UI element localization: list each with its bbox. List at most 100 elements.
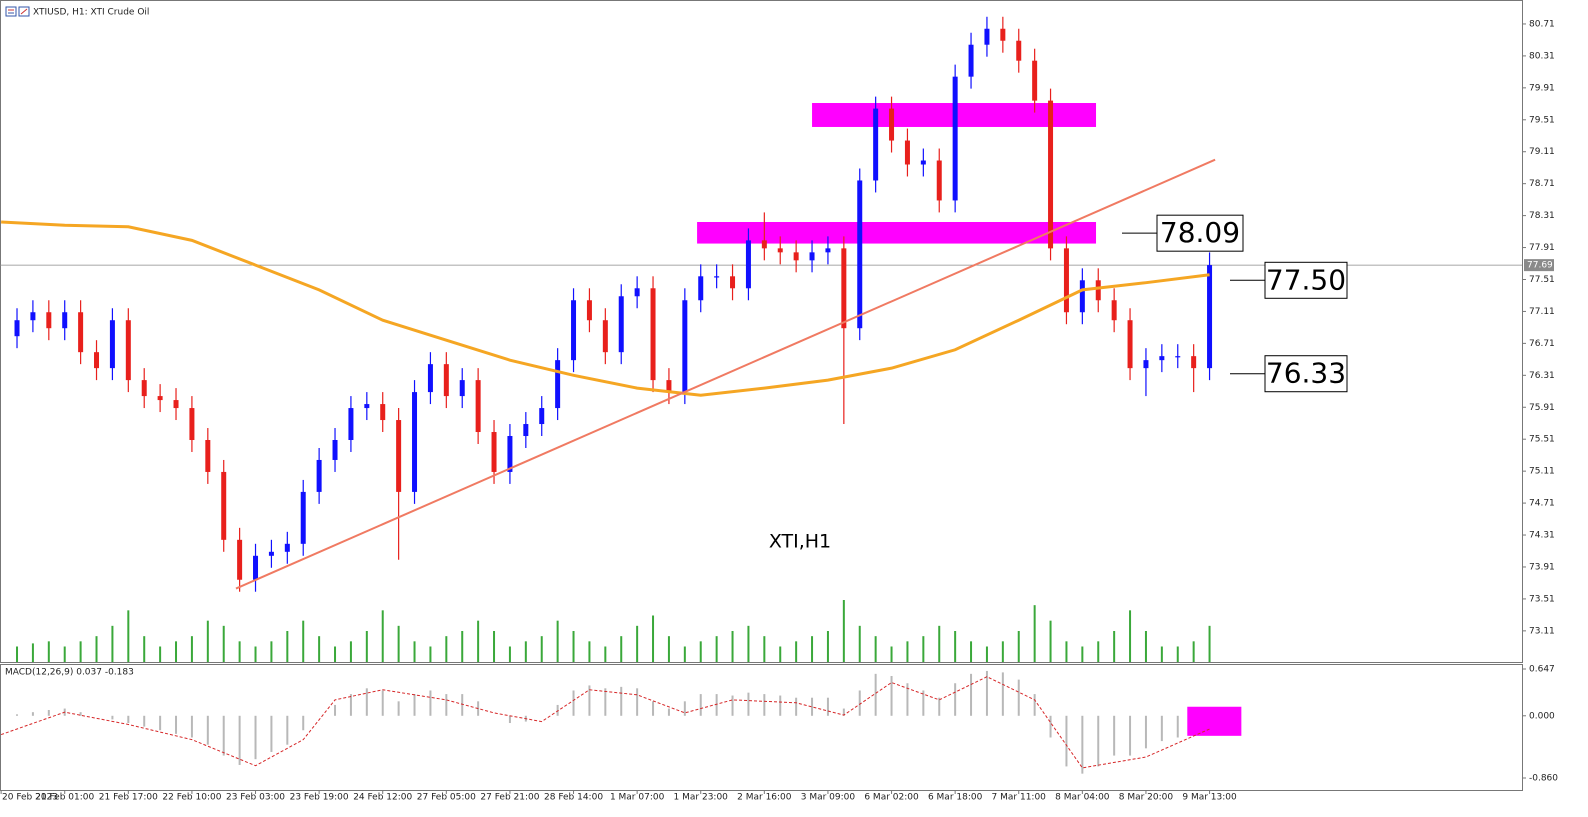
candle-body	[237, 539, 243, 580]
candle-body	[253, 555, 259, 580]
y-tick-label: 76.31	[1529, 371, 1555, 381]
signal-line	[0, 676, 1210, 769]
current-price-label: 77.69	[1527, 261, 1553, 271]
volume-bar	[970, 641, 973, 662]
volume-bar	[826, 631, 829, 662]
candle-body	[809, 252, 815, 261]
volume-bar	[1033, 605, 1036, 662]
price-level-box	[1264, 355, 1348, 393]
volume-bar	[715, 636, 718, 662]
y-tick-label: 73.51	[1529, 594, 1555, 604]
candle-body	[109, 320, 115, 369]
volume-bar	[79, 641, 82, 662]
trend-line	[235, 158, 1216, 590]
volume-bar	[556, 620, 559, 662]
volume-bar	[524, 641, 527, 662]
volume-bar	[413, 641, 416, 662]
y-tick-label: 75.91	[1529, 403, 1555, 413]
y-tick-label: 74.71	[1529, 499, 1555, 509]
volume-bar	[811, 636, 814, 662]
volume-bar	[302, 620, 305, 662]
volume-bar	[318, 636, 321, 662]
volume-bar	[254, 646, 257, 662]
volume-bar	[890, 646, 893, 662]
candle-body	[157, 396, 163, 401]
x-tick-label: 3 Mar 09:00	[801, 793, 856, 803]
candle-body	[46, 312, 52, 329]
candle-body	[284, 543, 290, 552]
volume-bar	[1017, 631, 1020, 662]
volume-bar	[1129, 610, 1132, 662]
volume-bar	[699, 641, 702, 662]
volume-bar	[31, 643, 34, 662]
volume-bar	[1001, 641, 1004, 662]
candle-body	[666, 380, 672, 393]
volume-bar	[286, 631, 289, 662]
candle-body	[62, 312, 68, 329]
candle-body	[968, 44, 974, 77]
candle-body	[30, 312, 36, 321]
candle-body	[189, 408, 195, 441]
volume-bar	[954, 631, 957, 662]
candle-body	[745, 240, 751, 289]
volume-bar	[429, 646, 432, 662]
candle-body	[650, 288, 656, 381]
x-tick-label: 8 Mar 20:00	[1119, 793, 1174, 803]
candle-body	[1095, 280, 1101, 301]
volume-bar	[143, 636, 146, 662]
x-tick-label: 6 Mar 02:00	[864, 793, 919, 803]
volume-bar	[159, 646, 162, 662]
y-tick-label: 79.91	[1529, 83, 1555, 93]
candle-body	[841, 248, 847, 329]
volume-bar	[906, 641, 909, 662]
y-tick-label: 79.51	[1529, 115, 1555, 125]
candle-body	[920, 160, 926, 165]
candle-body	[793, 252, 799, 261]
y-tick-label: 73.91	[1529, 562, 1555, 572]
volume-bar	[206, 620, 209, 662]
moving-average	[1, 220, 1210, 397]
volume-bar	[222, 625, 225, 662]
x-tick-label: 8 Mar 04:00	[1055, 793, 1110, 803]
volume-bar	[858, 625, 861, 662]
candle-body	[1079, 280, 1085, 313]
candle-body	[1175, 356, 1181, 358]
volume-bar	[652, 615, 655, 662]
candle-body	[1159, 356, 1165, 361]
volume-bar	[270, 641, 273, 662]
volume-bar	[1049, 620, 1052, 662]
x-tick-label: 20 Feb 2023	[2, 793, 58, 803]
candle-body	[1032, 60, 1038, 101]
x-tick-label: 28 Feb 14:00	[544, 793, 603, 803]
candle-body	[14, 320, 20, 337]
volume-bar	[604, 646, 607, 662]
volume-bar	[190, 636, 193, 662]
volume-bar	[922, 636, 925, 662]
candle-body	[1048, 100, 1054, 249]
candle-body	[94, 352, 100, 369]
volume-bar	[779, 646, 782, 662]
volume-bar	[397, 625, 400, 662]
x-tick-label: 27 Feb 05:00	[417, 793, 476, 803]
candle-body	[904, 140, 910, 165]
candle-body	[618, 296, 624, 353]
y-tick-label: 75.51	[1529, 435, 1555, 445]
y-tick-label: 77.11	[1529, 307, 1555, 317]
volume-bar	[63, 646, 66, 662]
candle-body	[507, 436, 513, 472]
candle-body	[698, 276, 704, 301]
candle-body	[1111, 300, 1117, 321]
candle-body	[78, 312, 84, 353]
volume-bar	[127, 610, 130, 662]
volume-bar	[1176, 646, 1179, 662]
volume-bar	[667, 636, 670, 662]
candle-body	[221, 471, 227, 540]
y-tick-label: 76.71	[1529, 339, 1555, 349]
candle-body	[141, 380, 147, 397]
candle-body	[952, 76, 958, 201]
y-tick-label: 0.000	[1529, 711, 1555, 721]
volume-bar	[1192, 641, 1195, 662]
x-tick-label: 1 Mar 07:00	[610, 793, 665, 803]
volume-bar	[477, 620, 480, 662]
macd-label: MACD(12,26,9) 0.037 -0.183	[5, 668, 134, 678]
